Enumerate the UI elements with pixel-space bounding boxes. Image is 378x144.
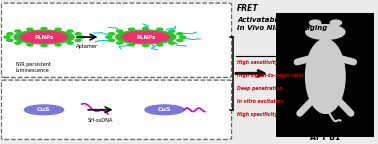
Ellipse shape (310, 20, 321, 25)
Circle shape (157, 28, 163, 30)
Circle shape (143, 28, 149, 30)
Text: In vitro excitation: In vitro excitation (237, 99, 284, 104)
Text: Aptamer: Aptamer (76, 44, 98, 49)
Circle shape (67, 42, 73, 44)
Circle shape (7, 33, 13, 35)
Circle shape (129, 28, 135, 30)
Circle shape (15, 30, 21, 32)
Circle shape (55, 44, 61, 46)
Circle shape (41, 44, 47, 47)
Circle shape (67, 30, 73, 32)
Text: FRET: FRET (237, 4, 259, 13)
Circle shape (177, 33, 183, 35)
Circle shape (169, 42, 175, 44)
Ellipse shape (305, 39, 345, 113)
Circle shape (7, 39, 13, 41)
Text: PLNPs: PLNPs (136, 35, 155, 40)
FancyBboxPatch shape (2, 80, 232, 139)
FancyBboxPatch shape (2, 3, 232, 77)
Circle shape (116, 42, 122, 44)
Circle shape (55, 28, 61, 30)
Ellipse shape (14, 30, 74, 44)
Circle shape (15, 42, 21, 44)
Text: PLNPs: PLNPs (34, 35, 54, 40)
Ellipse shape (145, 105, 184, 115)
Text: SH-ssDNA: SH-ssDNA (88, 118, 113, 123)
Ellipse shape (21, 31, 67, 43)
Circle shape (41, 28, 47, 30)
Circle shape (27, 44, 33, 46)
Text: Activatable
In Vivo NIR Bioimaging: Activatable In Vivo NIR Bioimaging (237, 17, 327, 31)
Circle shape (75, 33, 81, 35)
Circle shape (75, 39, 81, 41)
Text: High sensitivity: High sensitivity (237, 60, 278, 65)
Circle shape (306, 25, 345, 39)
Circle shape (157, 44, 163, 46)
Circle shape (129, 44, 135, 46)
Text: CuS: CuS (37, 107, 51, 112)
Circle shape (27, 28, 33, 30)
Circle shape (116, 30, 122, 32)
Text: Deep penetration: Deep penetration (237, 86, 283, 91)
Text: High signal-to-noice ratio: High signal-to-noice ratio (237, 73, 304, 78)
Text: CuS: CuS (158, 107, 171, 112)
Ellipse shape (330, 20, 342, 25)
Circle shape (106, 36, 112, 38)
Circle shape (108, 39, 115, 41)
Text: High specificity: High specificity (237, 112, 277, 117)
Circle shape (4, 36, 10, 38)
Ellipse shape (25, 105, 64, 115)
Circle shape (177, 39, 183, 41)
Text: AFT B1: AFT B1 (310, 133, 340, 142)
Text: NIR persistent
luminescence: NIR persistent luminescence (16, 62, 51, 73)
Circle shape (143, 44, 149, 47)
Ellipse shape (116, 30, 176, 44)
Circle shape (78, 36, 84, 38)
Circle shape (169, 30, 175, 32)
Ellipse shape (122, 31, 169, 43)
FancyBboxPatch shape (276, 13, 373, 137)
Circle shape (180, 36, 186, 38)
Circle shape (108, 33, 115, 35)
